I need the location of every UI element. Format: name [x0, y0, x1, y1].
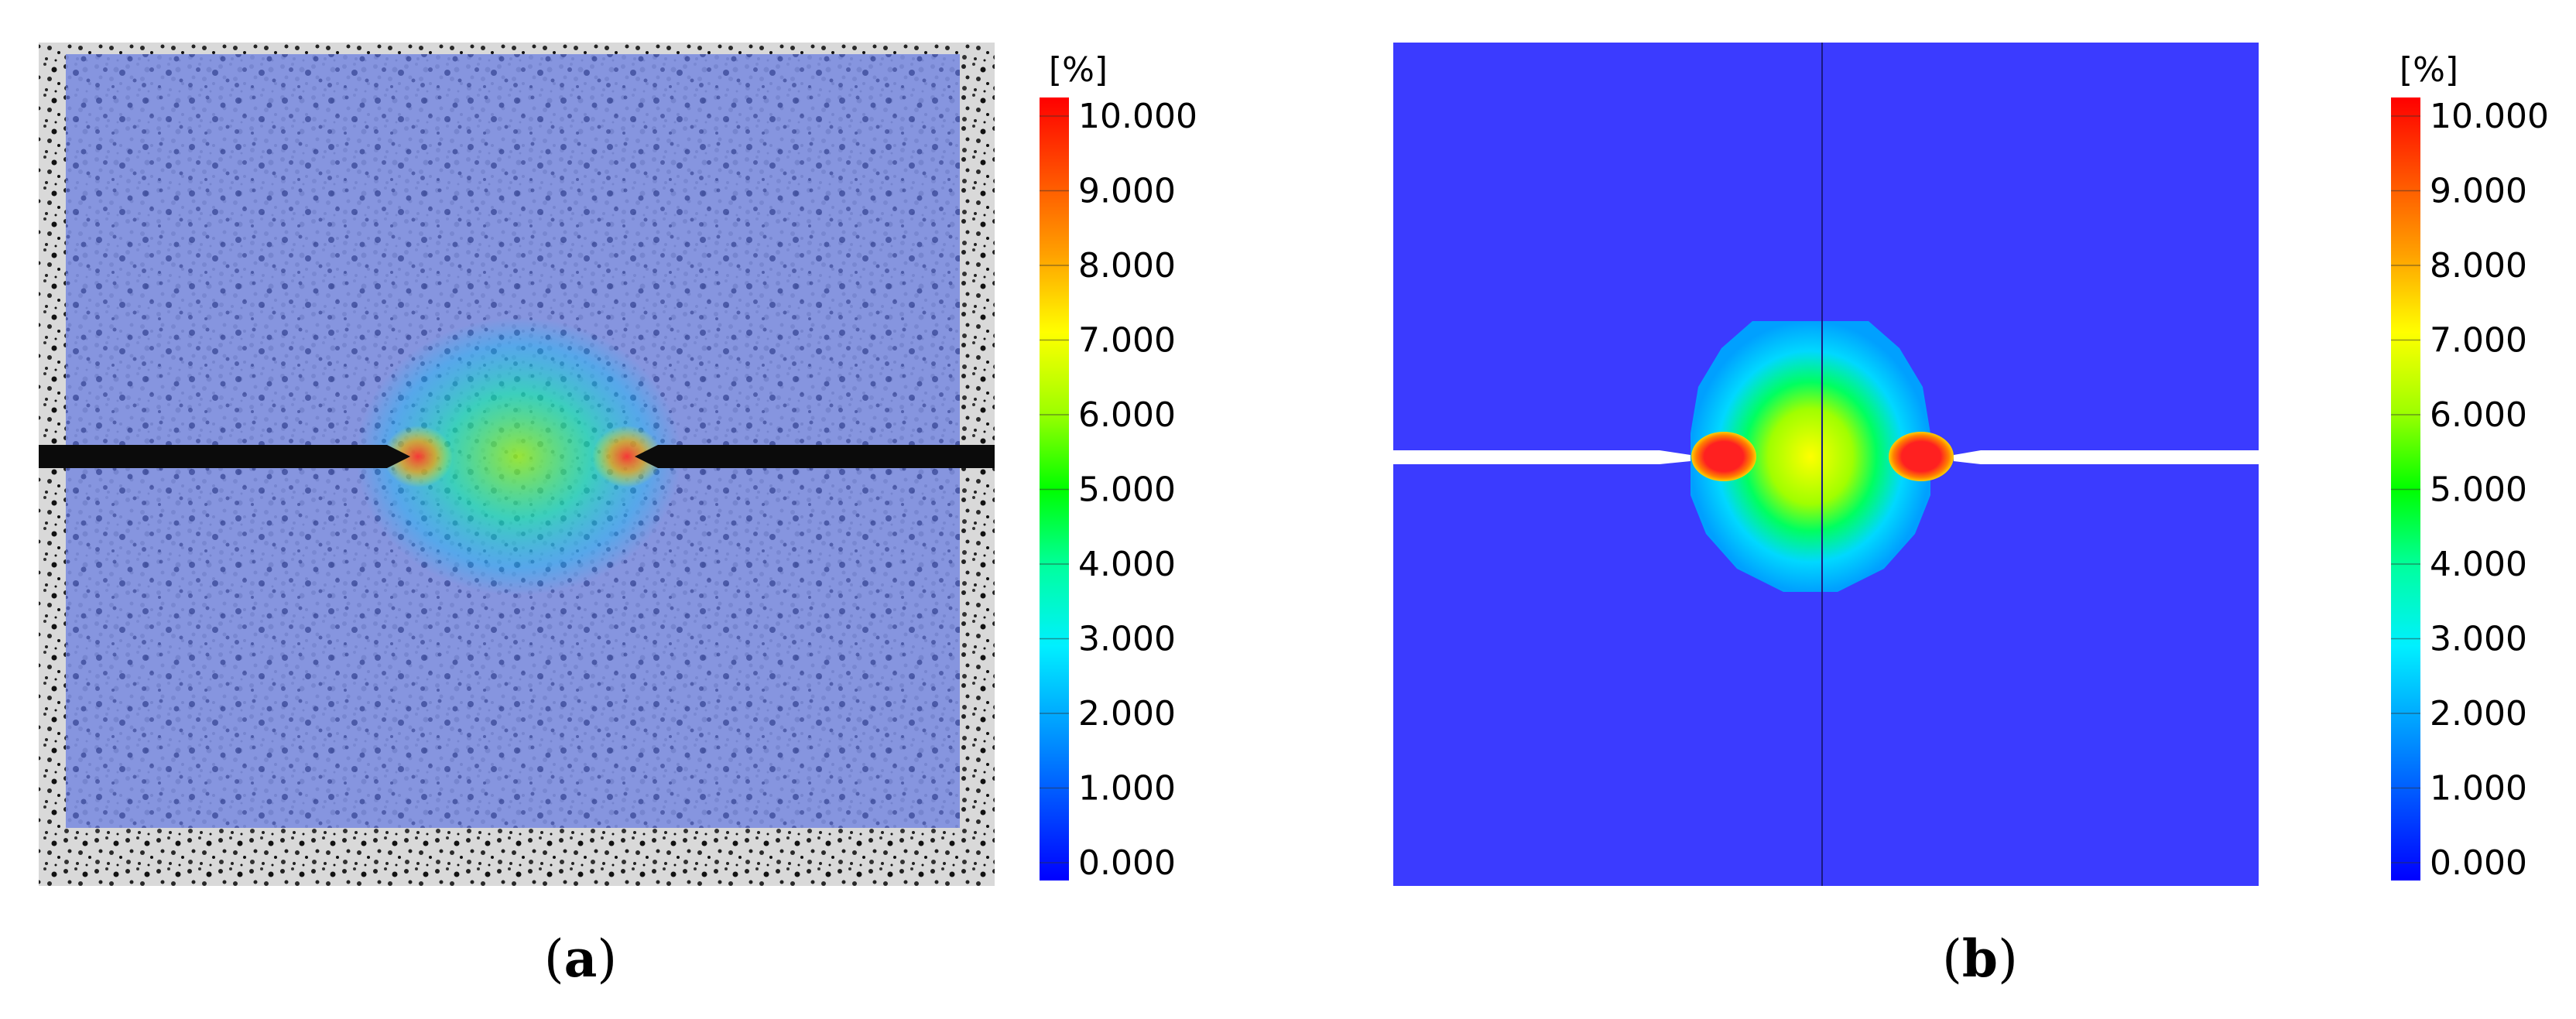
colorbar-tick-label: 6.000 [1078, 395, 1176, 435]
sim-notch-left [1393, 450, 1690, 464]
colorbar-tick-label: 5.000 [1078, 470, 1176, 510]
colorbar-tick-label: 1.000 [1078, 769, 1176, 809]
sim-crack-tip-right [1889, 432, 1954, 481]
colorbar-tick-label: 3.000 [1078, 620, 1176, 659]
colorbar-unit: [%] [1049, 50, 1108, 90]
colorbar-tick-label: 6.000 [2430, 395, 2527, 435]
colorbar-tick-label: 4.000 [1078, 545, 1176, 584]
strain-concentration-zone [356, 317, 681, 596]
panel-a-figure: [%] 10.000 9.000 8.000 7.000 6.000 5.000 4.000… [39, 43, 1197, 886]
colorbar-unit: [%] [2400, 50, 2458, 90]
colorbar-tick-label: 7.000 [1078, 321, 1176, 361]
colorbar-tick-label: 10.000 [1078, 97, 1197, 136]
colorbar-tick-label: 0.000 [2430, 843, 2527, 883]
colorbar-tick-label: 2.000 [2430, 694, 2527, 733]
sim-strain-zone [1690, 321, 1930, 592]
colorbar-tick-label: 8.000 [1078, 246, 1176, 286]
notch-left [39, 445, 410, 468]
subfigure-label-a: (a) [543, 928, 618, 989]
colorbar-tick-label: 9.000 [2430, 172, 2527, 211]
sim-notch-right [1954, 450, 2259, 464]
subfigure-label-b: (b) [1942, 928, 2018, 989]
colorbar-tick-label: 1.000 [2430, 769, 2527, 809]
colorbar-b: [%] 10.000 9.000 8.000 7.000 6.000 5.000 4.000… [2391, 50, 2549, 883]
crack-tip-left-hotspot [383, 426, 453, 487]
colorbar-tick-label: 0.000 [1078, 843, 1176, 883]
colorbar-a: [%] 10.000 9.000 8.000 7.000 6.000 5.000 4.000… [1040, 50, 1197, 883]
colorbar-tick-label: 2.000 [1078, 694, 1176, 733]
colorbar-tick-label: 7.000 [2430, 321, 2527, 361]
crack-tip-right-hotspot [592, 426, 662, 487]
notch-right [635, 445, 995, 468]
colorbar-tick-label: 3.000 [2430, 620, 2527, 659]
colorbar-tick-label: 4.000 [2430, 545, 2527, 584]
colorbar-tick-label: 9.000 [1078, 172, 1176, 211]
sim-crack-tip-left [1691, 432, 1756, 481]
colorbar-tick-label: 8.000 [2430, 246, 2527, 286]
panel-b-figure: [%] 10.000 9.000 8.000 7.000 6.000 5.000 4.000… [1393, 43, 2549, 886]
colorbar-tick-label: 5.000 [2430, 470, 2527, 510]
colorbar-tick-label: 10.000 [2430, 97, 2549, 136]
